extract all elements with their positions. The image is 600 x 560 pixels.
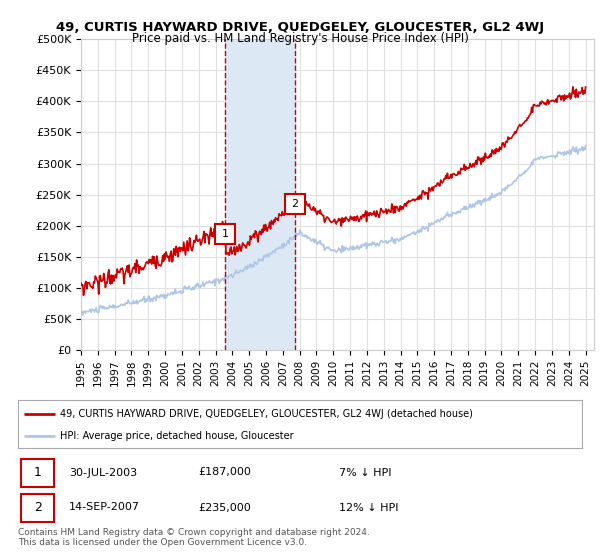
FancyBboxPatch shape	[22, 459, 54, 487]
Text: 1: 1	[34, 466, 41, 479]
Text: £235,000: £235,000	[199, 502, 251, 512]
Text: 2: 2	[291, 199, 298, 209]
Text: 30-JUL-2003: 30-JUL-2003	[69, 468, 137, 478]
Text: 49, CURTIS HAYWARD DRIVE, QUEDGELEY, GLOUCESTER, GL2 4WJ: 49, CURTIS HAYWARD DRIVE, QUEDGELEY, GLO…	[56, 21, 544, 34]
Text: 1: 1	[222, 229, 229, 239]
Text: Price paid vs. HM Land Registry's House Price Index (HPI): Price paid vs. HM Land Registry's House …	[131, 32, 469, 45]
FancyBboxPatch shape	[22, 493, 54, 521]
Text: 2: 2	[34, 501, 41, 514]
Text: 49, CURTIS HAYWARD DRIVE, QUEDGELEY, GLOUCESTER, GL2 4WJ (detached house): 49, CURTIS HAYWARD DRIVE, QUEDGELEY, GLO…	[60, 409, 473, 419]
Text: 14-SEP-2007: 14-SEP-2007	[69, 502, 140, 512]
Text: 7% ↓ HPI: 7% ↓ HPI	[340, 468, 392, 478]
Text: Contains HM Land Registry data © Crown copyright and database right 2024.
This d: Contains HM Land Registry data © Crown c…	[18, 528, 370, 548]
Text: 12% ↓ HPI: 12% ↓ HPI	[340, 502, 399, 512]
Text: £187,000: £187,000	[199, 468, 251, 478]
Text: HPI: Average price, detached house, Gloucester: HPI: Average price, detached house, Glou…	[60, 431, 294, 441]
Bar	[226, 39, 295, 350]
